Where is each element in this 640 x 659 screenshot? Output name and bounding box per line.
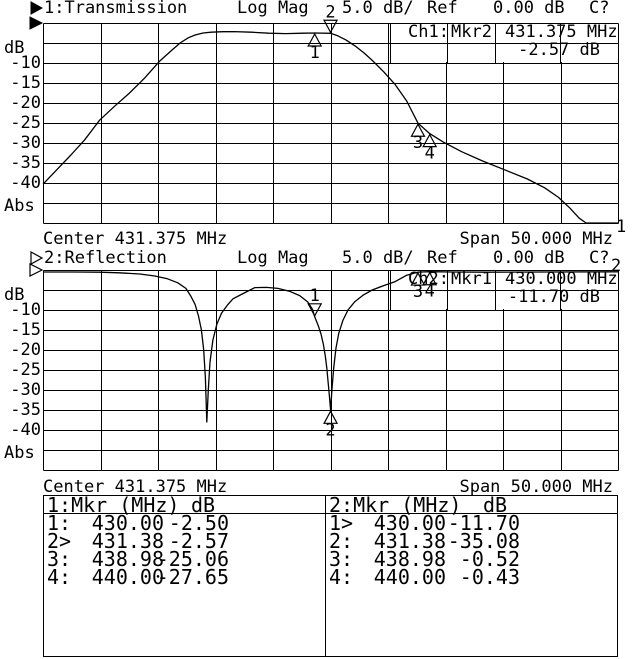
ch1-ytick--15: -15: [10, 73, 41, 93]
ch2-ref-arrow-icon: [29, 263, 44, 277]
ch2-ytick--20: -20: [10, 340, 41, 360]
ch2-ref-label: Ref: [427, 248, 458, 268]
ch2-ytick--25: -25: [10, 360, 41, 380]
table-right-row2-db: -35.08: [447, 529, 520, 553]
ch1-ytick--20: -20: [10, 93, 41, 113]
ch1-marker-2-label: 2: [325, 2, 335, 22]
ch2-header-arrow-icon: [30, 250, 44, 266]
table-left-row1-freq: 430.00: [91, 511, 164, 535]
table-left-row2-freq: 431.38: [91, 529, 164, 553]
ch1-ref-value: 0.00 dB: [493, 0, 565, 18]
table-left-row4-freq: 440.00: [91, 565, 164, 589]
table-right-row1-id: 1>: [329, 511, 354, 535]
ch1-infobox-marker: Mkr2: [451, 22, 492, 42]
table-right-row3-freq: 438.98: [373, 547, 446, 571]
ch2-status: C?: [589, 248, 610, 268]
ch1-ref-arrow-icon: [29, 16, 44, 30]
ch2-ytick--40: -40: [10, 420, 41, 440]
table-left-row4-db: -27.65: [156, 565, 229, 589]
ch1-scale: 5.0 dB/: [342, 0, 414, 18]
table-right-row4-db: -0.43: [459, 565, 520, 589]
ch2-ytick--30: -30: [10, 380, 41, 400]
table-right-row4-id: 4:: [329, 565, 354, 589]
ch2-ytick--10: -10: [10, 300, 41, 320]
table-left-row4-id: 4:: [47, 565, 72, 589]
ch1-infobox-freq: 431.375 MHz: [505, 22, 618, 42]
table-right-row1-freq: 430.00: [373, 511, 446, 535]
ch2-trace-number: 2: [611, 256, 622, 276]
ch1-ytick--30: -30: [10, 133, 41, 153]
ch2-marker-2-symbol: [323, 410, 339, 424]
table-left-row3-freq: 438.98: [91, 547, 164, 571]
marker-table-divider: [325, 496, 326, 656]
ch1-marker-4-symbol: [422, 133, 438, 148]
ch1-marker-4-label: 4: [425, 144, 435, 164]
ch1-status: C?: [589, 0, 610, 18]
marker-table-left-title: 1:Mkr (MHz): [47, 493, 180, 517]
ch1-infobox-value: -2.57 dB: [518, 40, 600, 60]
table-left-row2-id: 2>: [47, 529, 72, 553]
ch1-abs-label: Abs: [4, 196, 35, 216]
ch1-marker-1-symbol: [307, 32, 323, 47]
ch2-span-label: Span 50.000 MHz: [459, 477, 613, 497]
table-left-row2-db: -2.57: [168, 529, 229, 553]
ch1-header-arrow-icon: [30, 1, 44, 15]
ch1-marker-1-label: 1: [310, 43, 320, 63]
ch2-marker-1-label: 1: [310, 286, 320, 306]
ch2-marker-1-symbol: [307, 303, 323, 318]
ch2-ref-value: 0.00 dB: [493, 248, 565, 268]
ch2-marker-2-label: 2: [325, 420, 335, 440]
table-right-row4-freq: 440.00: [373, 565, 446, 589]
ch1-infobox-channel: Ch1:: [408, 22, 449, 42]
ch1-ytick--35: -35: [10, 153, 41, 173]
ch1-ytick--10: -10: [10, 53, 41, 73]
ch2-ytick--15: -15: [10, 320, 41, 340]
table-left-row3-id: 3:: [47, 547, 72, 571]
table-left-row1-id: 1:: [47, 511, 72, 535]
ch2-title: 2:Reflection: [44, 248, 167, 268]
ch1-format: Log Mag: [237, 0, 309, 18]
table-right-row3-db: -0.52: [459, 547, 520, 571]
ch2-infobox-channel: Ch2:: [408, 269, 449, 289]
ch1-unit-label: dB: [4, 38, 25, 58]
ch1-marker-3-symbol: [410, 122, 426, 137]
marker-table-left-unit: dB: [191, 493, 216, 517]
ch2-infobox-value: -11.70 dB: [507, 287, 600, 307]
marker-table-right-unit: dB: [483, 493, 508, 517]
ch1-span-label: Span 50.000 MHz: [459, 229, 613, 249]
ch1-ytick--40: -40: [10, 173, 41, 193]
ch2-ytick--35: -35: [10, 400, 41, 420]
marker-table: 1:Mkr (MHz) dB 2:Mkr (MHz) dB 1: 430.00 -2…: [43, 495, 618, 657]
table-right-row1-db: -11.70: [447, 511, 520, 535]
ch1-center-label: Center 431.375 MHz: [43, 229, 228, 249]
ch2-center-label: Center 431.375 MHz: [43, 477, 228, 497]
ch2-infobox-marker: Mkr1: [451, 269, 492, 289]
ch2-format: Log Mag: [237, 248, 309, 268]
ch2-unit-label: dB: [4, 285, 25, 305]
marker-table-right-title: 2:Mkr (MHz): [329, 493, 462, 517]
ch1-trace: [42, 30, 618, 224]
ch1-marker-2-symbol: [323, 19, 339, 34]
ch1-title: 1:Transmission: [44, 0, 188, 18]
ch1-trace-number: 1: [616, 217, 627, 237]
marker-table-header-line: [44, 513, 617, 514]
table-left-row1-db: -2.50: [168, 511, 229, 535]
table-right-row3-id: 3:: [329, 547, 354, 571]
ch1-marker-3-label: 3: [413, 133, 423, 153]
ch1-ref-label: Ref: [427, 0, 458, 18]
ch1-ytick--25: -25: [10, 113, 41, 133]
ch2-scale: 5.0 dB/: [342, 248, 414, 268]
table-right-row2-id: 2:: [329, 529, 354, 553]
ch2-infobox-freq: 430.000 MHz: [505, 269, 618, 289]
table-left-row3-db: -25.06: [156, 547, 229, 571]
table-right-row2-freq: 431.38: [373, 529, 446, 553]
ch2-abs-label: Abs: [4, 443, 35, 463]
